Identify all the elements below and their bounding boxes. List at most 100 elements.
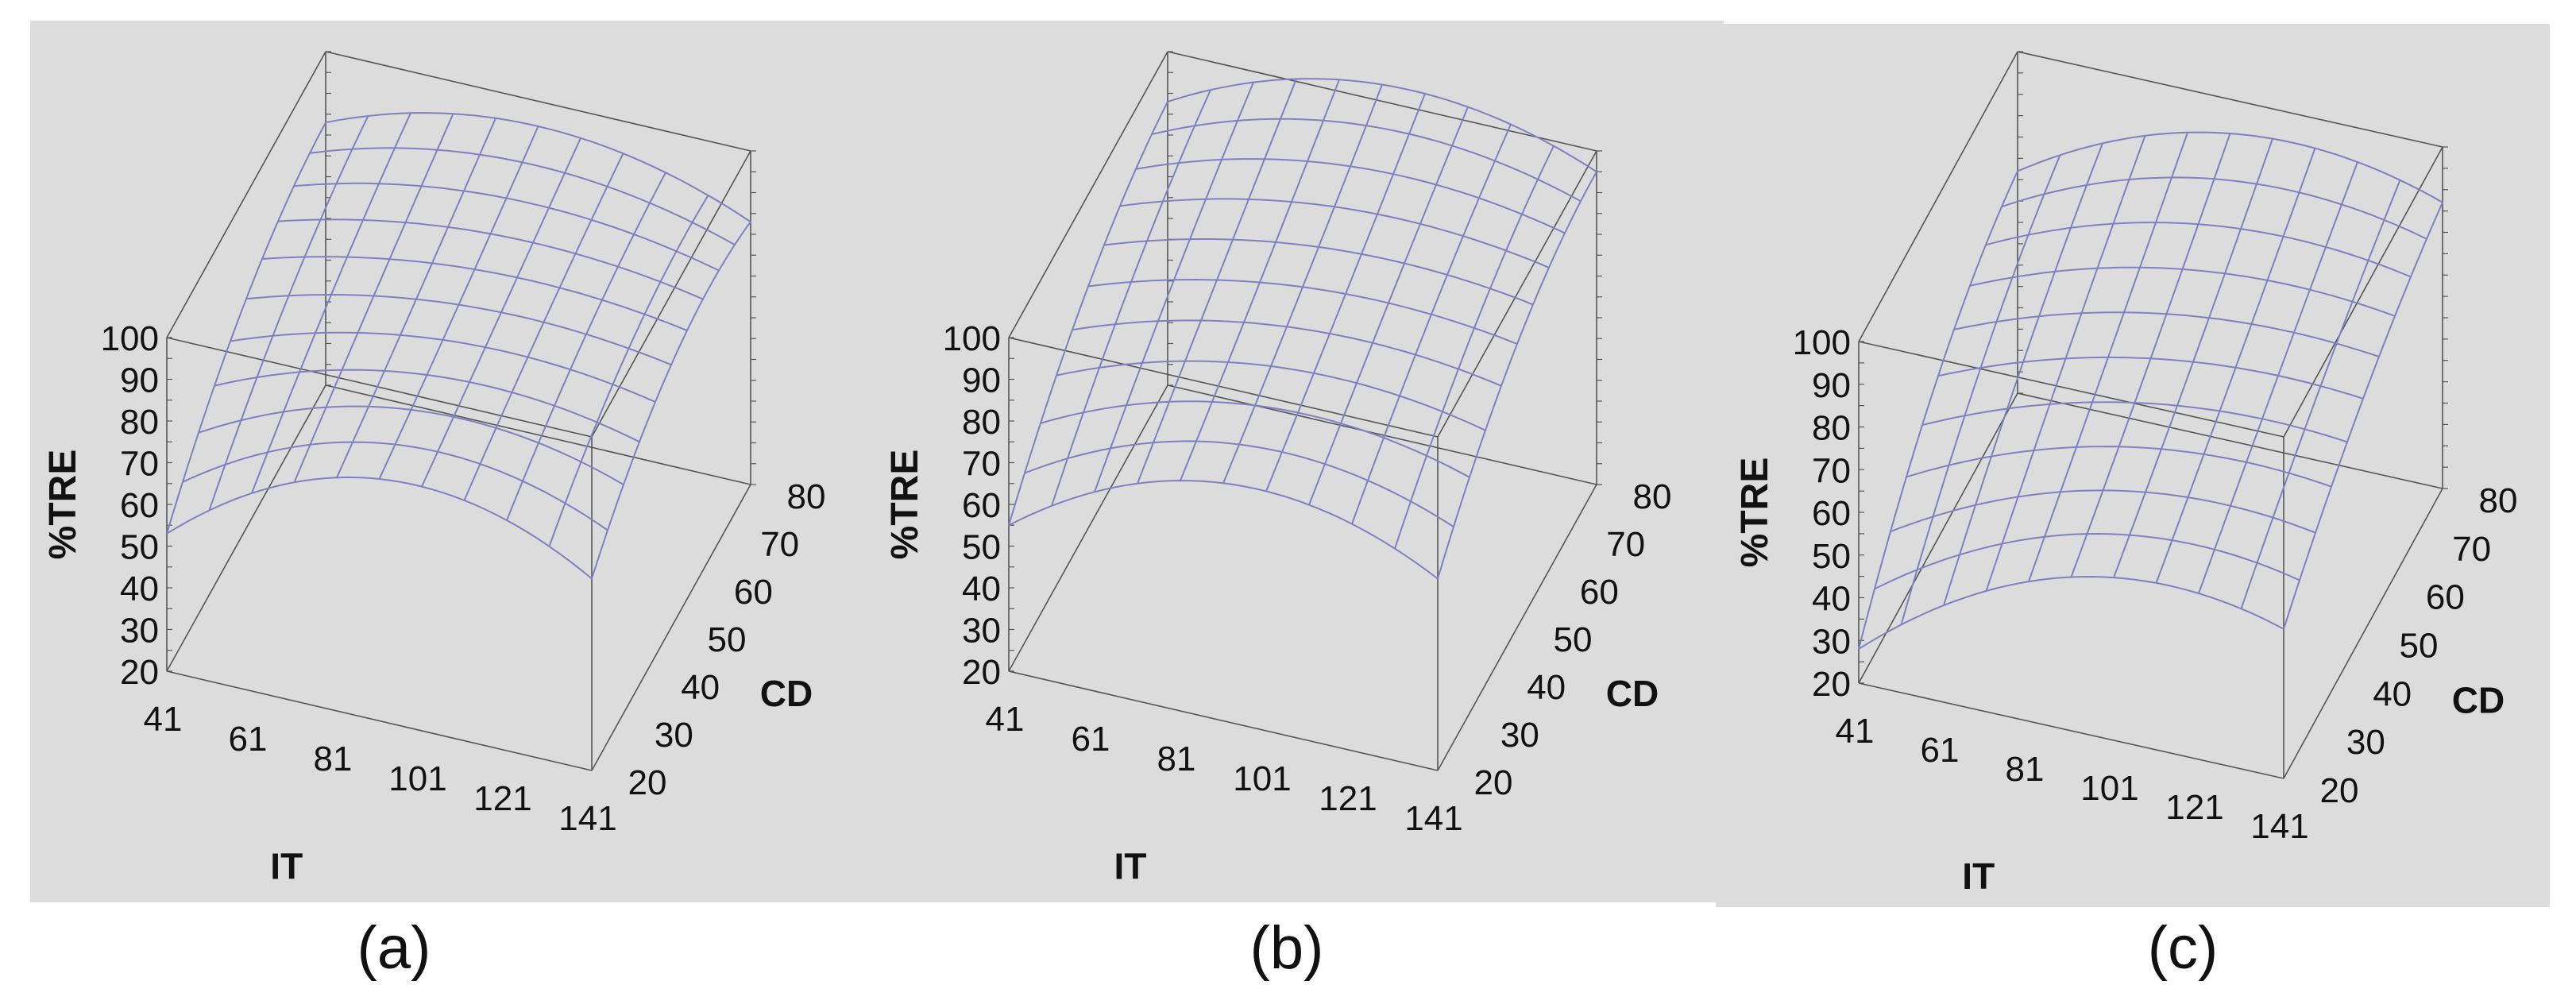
panel-b-z-tick-label: 50 (962, 528, 1001, 567)
panel-b-y-tick-label: 40 (1527, 668, 1566, 707)
panel-b-y-tick-label: 60 (1580, 573, 1619, 612)
panel-c-surface-line (2017, 131, 2443, 203)
panel-b-surface-line (1008, 479, 1439, 580)
panel-a-z-axis-title: %TRE (42, 450, 84, 560)
panel-c-y-tick-label: 50 (2400, 627, 2439, 666)
panel-b-box-edge (1008, 337, 1439, 438)
panel-a-z-tick-label: 60 (120, 486, 159, 525)
panel-a-x-tick-label: 141 (558, 799, 616, 838)
panel-c-surface-line (1921, 401, 2348, 443)
panel-b-z-tick-label: 60 (962, 486, 1001, 525)
panel-c-y-tick-label: 40 (2373, 674, 2412, 713)
panel-b-x-tick-label: 121 (1319, 779, 1377, 818)
panel-c-surface-line (1969, 266, 2396, 317)
panel-c-x-tick-label: 121 (2165, 788, 2223, 827)
panel-a-x-tick-label: 61 (229, 720, 268, 759)
panel-a-y-tick-label: 20 (628, 763, 667, 802)
panel-b-surface-line (1151, 118, 1582, 203)
panel-c-z-axis-title: %TRE (1734, 458, 1776, 568)
panel-a-surface-line (463, 153, 624, 501)
panel-b-background (874, 21, 1724, 902)
panel-c-x-tick-label: 41 (1836, 712, 1875, 751)
panel-b-surface-line (1094, 82, 1254, 492)
panel-c-z-tick-label: 100 (1793, 323, 1851, 362)
panel-a-box-edge (325, 384, 751, 485)
panel-b-surface-line (1051, 89, 1211, 507)
panel-c-y-tick-label: 70 (2452, 530, 2491, 569)
panel-c-y-tick-label: 30 (2346, 723, 2385, 762)
panel-c-box-edge (2283, 146, 2443, 438)
panel-c-x-tick-label: 81 (2006, 750, 2045, 789)
panel-a-z-tick-label: 30 (120, 612, 159, 651)
caption-c: (c) (2147, 914, 2219, 982)
panel-b-x-axis-title: IT (1114, 845, 1147, 886)
panel-a-box-edge (591, 150, 751, 438)
panel-a-surface-line (214, 369, 640, 443)
panel-b-y-tick-label: 80 (1633, 477, 1672, 516)
panel-b-surface-line (1265, 93, 1426, 492)
panel-c-surface-line (2283, 202, 2443, 630)
panel-c-surface-line (1858, 575, 2284, 650)
panel-b-surface-line (1040, 400, 1470, 478)
panel-a-surface-line (251, 112, 411, 494)
panel-b-x-tick-label: 141 (1404, 799, 1462, 838)
panel-b-surface-line (1437, 171, 1597, 579)
panel-b-box-edge (1167, 51, 1597, 152)
panel-c-x-tick-label: 61 (1921, 731, 1960, 770)
panel-b-y-axis-title: CD (1606, 673, 1659, 714)
panel-a-surface-line (230, 331, 656, 403)
panel-b-x-tick-label: 101 (1233, 759, 1291, 798)
panel-c-surface-line (1874, 532, 2300, 590)
panel-a-x-tick-label: 101 (388, 759, 446, 798)
panel-b-surface-line (1103, 238, 1534, 306)
panel-a-box-edge (166, 51, 326, 338)
panel-c-z-tick-label: 50 (1812, 537, 1851, 576)
panel-c-box-edge (2017, 51, 2443, 148)
caption-a: (a) (357, 914, 431, 982)
panel-b-box-edge (1167, 384, 1597, 485)
panel-a-z-tick-label: 90 (120, 361, 159, 400)
panel-c-surface-line (1890, 489, 2316, 534)
panel-c-y-axis-title: CD (2452, 679, 2505, 720)
panel-a-x-tick-label: 41 (144, 700, 183, 739)
panel-b-box-edge (1437, 150, 1597, 438)
panel-c-x-tick-label: 101 (2080, 769, 2138, 808)
panel-b-z-tick-label: 30 (962, 612, 1001, 651)
panel-a-x-tick-label: 81 (314, 740, 353, 778)
panel-c-surface-line (1900, 154, 2061, 625)
panel-b-y-tick-label: 30 (1500, 716, 1539, 755)
panel-c-y-tick-label: 80 (2479, 481, 2518, 520)
panel-a-x-tick-label: 121 (473, 779, 531, 818)
panel-a-surface-line (309, 147, 736, 245)
panel-b-z-tick-label: 80 (962, 403, 1001, 442)
panel-c-z-tick-label: 20 (1812, 665, 1851, 704)
panel-c-y-tick-label: 20 (2320, 771, 2359, 810)
panel-a-box-edge (166, 670, 593, 771)
panel-a-box-edge (166, 384, 326, 672)
panel-b-surface-line (1072, 319, 1502, 387)
panel-c-x-axis-title: IT (1962, 855, 1995, 897)
panel-b-z-axis-title: %TRE (884, 450, 926, 560)
panel-c-z-tick-label: 90 (1812, 366, 1851, 405)
panel-c-z-tick-label: 70 (1812, 451, 1851, 490)
panel-a-surface-line (182, 441, 608, 531)
panel-a-x-axis-title: IT (270, 845, 303, 886)
panel-b-box-edge (1008, 384, 1168, 672)
panel-a-y-tick-label: 50 (708, 620, 747, 659)
panel-b-surface-line (1167, 78, 1597, 173)
panel-b-z-tick-label: 40 (962, 570, 1001, 608)
panel-a-surface-line (166, 476, 593, 580)
panel-b-x-tick-label: 61 (1072, 720, 1110, 759)
panel-a-surface-line (293, 113, 454, 483)
panel-b-surface-line (1056, 360, 1486, 431)
panel-b-surface-line (1137, 79, 1297, 485)
panel-c-box-edge (1858, 682, 2284, 779)
panel-b-x-tick-label: 41 (986, 700, 1025, 739)
panel-a-surface-line (591, 221, 751, 579)
panel-b-x-tick-label: 81 (1157, 740, 1196, 778)
panel-a-z-tick-label: 40 (120, 570, 159, 608)
panel-c-surface-line (2155, 148, 2316, 584)
panel-c-box-edge (1858, 51, 2018, 342)
panel-b-z-tick-label: 100 (943, 319, 1001, 358)
panel-a-y-tick-label: 60 (734, 573, 773, 612)
